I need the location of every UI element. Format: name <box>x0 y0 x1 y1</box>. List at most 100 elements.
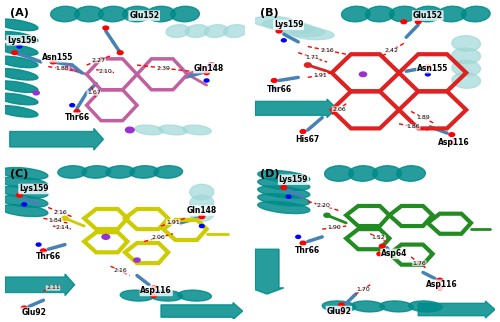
Ellipse shape <box>0 44 38 55</box>
Circle shape <box>401 20 406 24</box>
Text: (B): (B) <box>260 8 278 18</box>
Text: Asp116: Asp116 <box>426 280 458 289</box>
Circle shape <box>272 87 276 90</box>
Text: Glu152: Glu152 <box>413 11 443 20</box>
Text: 2.20: 2.20 <box>316 204 330 208</box>
Circle shape <box>204 79 209 82</box>
Ellipse shape <box>122 6 152 22</box>
Text: Glu92: Glu92 <box>22 308 46 317</box>
Ellipse shape <box>146 6 176 22</box>
Circle shape <box>102 234 110 239</box>
Ellipse shape <box>178 290 212 301</box>
Circle shape <box>296 235 300 238</box>
Circle shape <box>22 306 27 310</box>
Ellipse shape <box>166 25 190 37</box>
Circle shape <box>118 51 123 54</box>
Ellipse shape <box>0 106 38 117</box>
Circle shape <box>300 241 306 245</box>
Circle shape <box>282 39 286 42</box>
Ellipse shape <box>135 125 163 135</box>
Ellipse shape <box>74 6 104 22</box>
Text: Asn155: Asn155 <box>417 64 448 73</box>
Text: Asp116: Asp116 <box>438 138 470 147</box>
Ellipse shape <box>282 25 325 37</box>
Circle shape <box>360 72 366 77</box>
Text: Asp64: Asp64 <box>381 249 407 258</box>
Text: 2.11: 2.11 <box>46 285 60 290</box>
Text: 2.16: 2.16 <box>54 210 67 215</box>
Ellipse shape <box>258 186 310 198</box>
Circle shape <box>134 258 140 262</box>
Ellipse shape <box>82 166 110 178</box>
Circle shape <box>300 130 306 133</box>
Text: Lys159: Lys159 <box>19 185 48 194</box>
Ellipse shape <box>0 56 38 68</box>
Circle shape <box>40 249 46 253</box>
Text: 2.06: 2.06 <box>332 107 346 112</box>
Ellipse shape <box>258 194 310 206</box>
Ellipse shape <box>0 195 48 207</box>
Ellipse shape <box>462 6 490 22</box>
Circle shape <box>338 303 344 307</box>
Ellipse shape <box>452 36 480 51</box>
Text: Thr66: Thr66 <box>64 113 90 122</box>
Text: 2.16: 2.16 <box>320 48 334 53</box>
Ellipse shape <box>291 29 334 40</box>
Circle shape <box>377 252 382 256</box>
Ellipse shape <box>186 25 208 37</box>
Circle shape <box>50 60 56 64</box>
Ellipse shape <box>252 16 296 27</box>
FancyArrow shape <box>250 249 284 294</box>
Text: 2.10: 2.10 <box>99 69 112 74</box>
FancyArrow shape <box>161 303 242 319</box>
Text: Glu152: Glu152 <box>129 11 159 20</box>
Ellipse shape <box>390 6 418 22</box>
Ellipse shape <box>130 166 158 178</box>
Ellipse shape <box>452 48 480 63</box>
Ellipse shape <box>154 166 182 178</box>
Ellipse shape <box>0 93 38 105</box>
Ellipse shape <box>50 6 80 22</box>
Text: 1.71: 1.71 <box>306 55 320 60</box>
Circle shape <box>70 104 74 107</box>
Circle shape <box>126 127 134 133</box>
Circle shape <box>449 140 454 144</box>
FancyArrow shape <box>10 128 104 150</box>
Text: Gln148: Gln148 <box>186 206 217 215</box>
Text: 1.76: 1.76 <box>412 260 426 266</box>
Ellipse shape <box>438 6 466 22</box>
Ellipse shape <box>0 167 48 179</box>
Text: Asn155: Asn155 <box>42 53 74 62</box>
Text: (D): (D) <box>260 169 280 179</box>
Text: 1.90: 1.90 <box>328 225 341 230</box>
Text: Lys159: Lys159 <box>274 20 304 29</box>
Text: Lys159: Lys159 <box>278 175 308 184</box>
Circle shape <box>36 243 41 246</box>
Circle shape <box>17 45 22 48</box>
Text: Lys159: Lys159 <box>7 36 36 45</box>
Text: Thr66: Thr66 <box>36 252 61 261</box>
Ellipse shape <box>149 290 182 301</box>
Ellipse shape <box>170 6 200 22</box>
Circle shape <box>64 66 71 71</box>
Ellipse shape <box>204 25 228 37</box>
Text: 2.16: 2.16 <box>114 268 127 273</box>
Text: 1.89: 1.89 <box>416 115 430 120</box>
Circle shape <box>16 193 22 197</box>
Circle shape <box>199 215 204 219</box>
Text: 2.39: 2.39 <box>156 66 170 71</box>
Circle shape <box>204 71 210 75</box>
Text: (C): (C) <box>10 169 28 179</box>
Circle shape <box>437 286 442 290</box>
Ellipse shape <box>414 6 442 22</box>
Circle shape <box>425 65 430 69</box>
Ellipse shape <box>0 186 48 198</box>
Ellipse shape <box>272 23 315 33</box>
Circle shape <box>281 185 286 189</box>
Text: 2.42: 2.42 <box>385 48 399 53</box>
Ellipse shape <box>190 184 214 200</box>
Circle shape <box>12 51 18 54</box>
Text: 1.52: 1.52 <box>372 235 386 240</box>
Circle shape <box>380 244 385 248</box>
Ellipse shape <box>348 166 378 181</box>
